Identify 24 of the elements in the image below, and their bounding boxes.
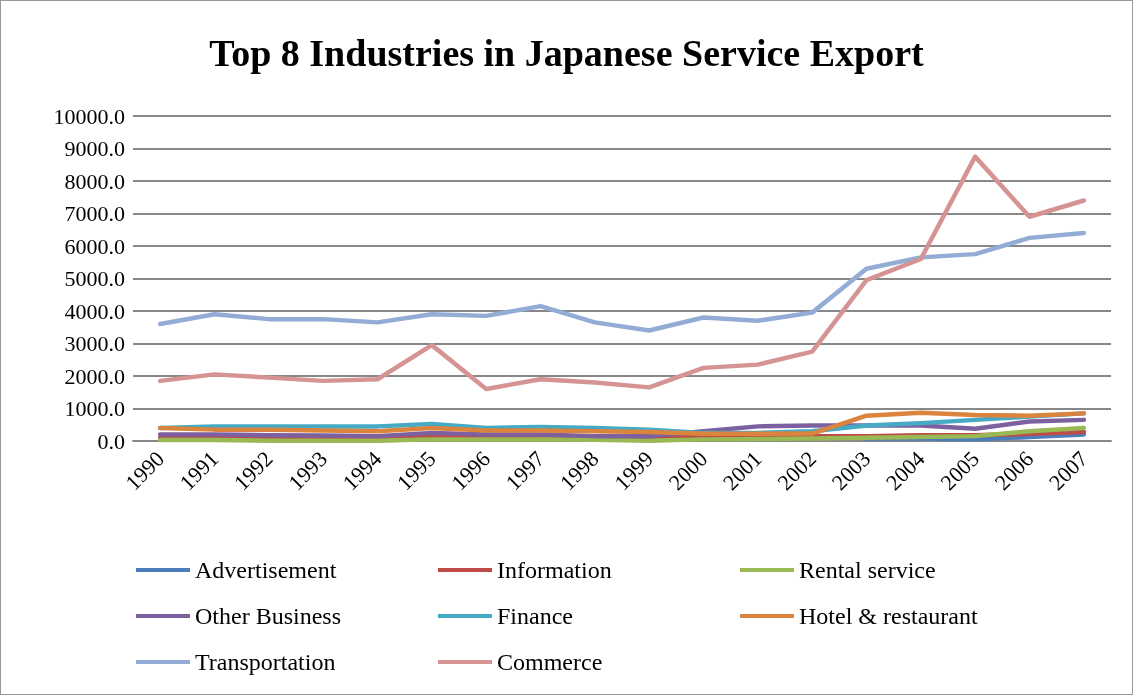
y-tick-label: 1000.0 <box>64 396 125 421</box>
legend-label: Commerce <box>497 649 603 675</box>
y-tick-label: 4000.0 <box>64 298 125 324</box>
y-tick-label: 7000.0 <box>64 201 125 226</box>
legend-label: Transportation <box>195 649 336 675</box>
line-series <box>157 425 1087 443</box>
y-tick-label: 2000.0 <box>64 363 125 389</box>
x-tick-label: 1991 <box>174 446 224 495</box>
line-series <box>157 154 1087 392</box>
y-tick-label: 10000.0 <box>53 103 125 129</box>
legend-label: Advertisement <box>195 557 337 583</box>
y-tick-label: 0.0 <box>97 428 125 454</box>
legend-label: Other Business <box>195 603 341 629</box>
y-tick-label: 5000.0 <box>64 266 125 291</box>
legend-label: Finance <box>497 603 573 629</box>
y-tick-label: 8000.0 <box>64 168 125 194</box>
legend-label: Hotel & restaurant <box>799 603 978 629</box>
legend-label: Information <box>497 557 612 583</box>
legend-label: Rental service <box>799 557 936 583</box>
chart-title: Top 8 Industries in Japanese Service Export <box>209 32 925 74</box>
y-tick-label: 9000.0 <box>64 136 125 161</box>
y-tick-label: 3000.0 <box>64 331 125 356</box>
line-series <box>157 230 1087 333</box>
y-tick-label: 6000.0 <box>64 233 125 259</box>
